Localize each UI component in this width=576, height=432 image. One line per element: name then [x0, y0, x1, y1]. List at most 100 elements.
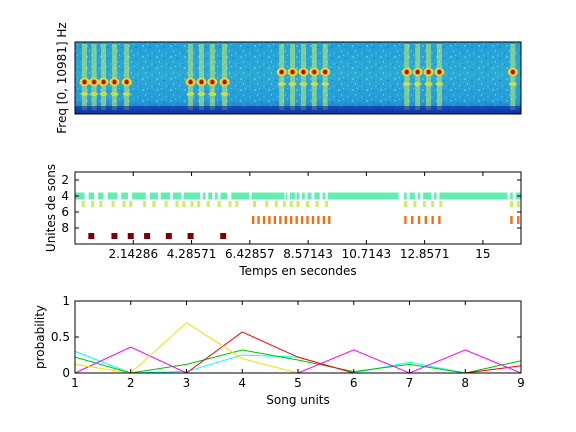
spectrogram-gradient [75, 42, 521, 114]
unit-9-mark [127, 233, 134, 239]
call-harmonic [413, 82, 422, 86]
x-tick-label: 12.8571 [400, 247, 450, 261]
call-column [510, 44, 516, 110]
unit-4-segment [75, 192, 85, 200]
call-peak [415, 70, 420, 74]
unit-5-mark [282, 201, 286, 207]
unit-raster-ticks: 2.14286 4.28571 6.42857 8.57143 10.7143 12.85… [61, 172, 521, 261]
unit-7-mark [328, 216, 331, 224]
call-peak [301, 70, 306, 74]
unit-4-segment [88, 192, 95, 200]
unit-5-mark [197, 201, 201, 207]
y-tick-label: 0.5 [51, 330, 70, 344]
unit-raster-panel: 2.14286 4.28571 6.42857 8.57143 10.7143 12.85… [44, 164, 522, 278]
unit-5-mark [81, 201, 85, 207]
call-column [279, 44, 285, 110]
call-harmonic [197, 92, 206, 96]
spectrogram-calls [75, 44, 521, 114]
call-peak [437, 70, 442, 74]
unit-7-mark [300, 216, 304, 224]
call-harmonic [186, 92, 195, 96]
unit-7-mark [438, 216, 441, 224]
call-harmonic [277, 82, 286, 86]
unit-5-mark [91, 201, 95, 207]
low-frequency-band [75, 106, 521, 114]
unit-4-segment [220, 192, 228, 200]
call-peak [426, 70, 431, 74]
probability-x-axis-label: Song units [266, 393, 330, 407]
call-harmonic [402, 82, 411, 86]
unit-4-segment [251, 192, 285, 200]
y-tick-label: 2 [61, 173, 69, 187]
unit-4-segment [433, 192, 437, 200]
unit-7-mark [295, 216, 298, 224]
x-tick-label: 8 [461, 376, 469, 390]
unit-4-segment [183, 192, 201, 200]
unit-raster-x-axis-label: Temps en secondes [238, 264, 356, 278]
call-peak [404, 70, 409, 74]
unit-5-mark [99, 201, 103, 207]
unit-7-mark [411, 216, 414, 224]
call-harmonic [424, 82, 433, 86]
unit-5-mark [152, 201, 156, 207]
probability-line [74, 349, 522, 374]
unit-4-segment [510, 192, 513, 200]
call-harmonic [321, 82, 330, 86]
call-peak [199, 80, 204, 84]
unit-raster-axes-box [74, 171, 522, 245]
call-peak [92, 80, 96, 84]
unit-4-segment [409, 192, 415, 200]
call-column [404, 44, 410, 110]
unit-5-mark [439, 201, 443, 207]
call-peak [290, 70, 295, 74]
unit-9-mark [144, 233, 151, 239]
x-tick-label: 9 [517, 376, 525, 390]
unit-7-mark [322, 216, 326, 224]
unit-4-segment [132, 192, 146, 200]
unit-9-mark [165, 233, 172, 239]
call-column [124, 44, 130, 110]
unit-4-segment [121, 192, 129, 200]
y-tick-label: 6 [61, 205, 69, 219]
unit-9-mark [187, 233, 194, 239]
spectrogram-panel: Freq [0, 10981] Hz [55, 22, 522, 134]
probability-axes-box [74, 300, 522, 374]
call-harmonic [122, 92, 131, 96]
unit-4-segment [417, 192, 421, 200]
unit-5-mark [274, 201, 278, 207]
call-column [311, 44, 317, 110]
unit-7-mark [251, 216, 255, 224]
unit-5-mark [265, 201, 269, 207]
unit-4-segment [208, 192, 213, 200]
call-harmonic [435, 82, 444, 86]
call-peak [188, 80, 193, 84]
y-tick-label: 0 [62, 366, 70, 380]
unit-4-segment [314, 192, 320, 200]
unit-4-segment [215, 192, 218, 200]
unit-4-segment [107, 192, 118, 200]
unit-5-mark [111, 201, 115, 207]
x-tick-label: 2.14286 [108, 247, 158, 261]
x-tick-label: 8.57143 [283, 247, 333, 261]
probability-panel: 1 2 3 4 5 6 7 8 9 0 0.5 1 Song units probability [33, 294, 525, 407]
unit-5-mark [206, 201, 210, 207]
call-peak [511, 70, 515, 74]
unit-4-segment [172, 192, 182, 200]
call-peak [124, 80, 129, 84]
unit-7-mark [424, 216, 428, 224]
unit-9-mark [88, 233, 95, 239]
unit-5-mark [217, 201, 221, 207]
call-column [290, 44, 296, 110]
call-column [101, 44, 107, 110]
x-tick-label: 7 [406, 376, 414, 390]
unit-5-mark [228, 201, 232, 207]
x-tick-label: 1 [71, 376, 79, 390]
unit-9-mark [220, 233, 227, 239]
unit-7-mark [311, 216, 315, 224]
unit-5-mark [142, 201, 146, 207]
call-harmonic [99, 92, 108, 96]
call-column [82, 44, 88, 110]
unit-4-segment [423, 192, 432, 200]
call-harmonic [288, 82, 297, 86]
spectrogram-axes-box [74, 41, 522, 115]
